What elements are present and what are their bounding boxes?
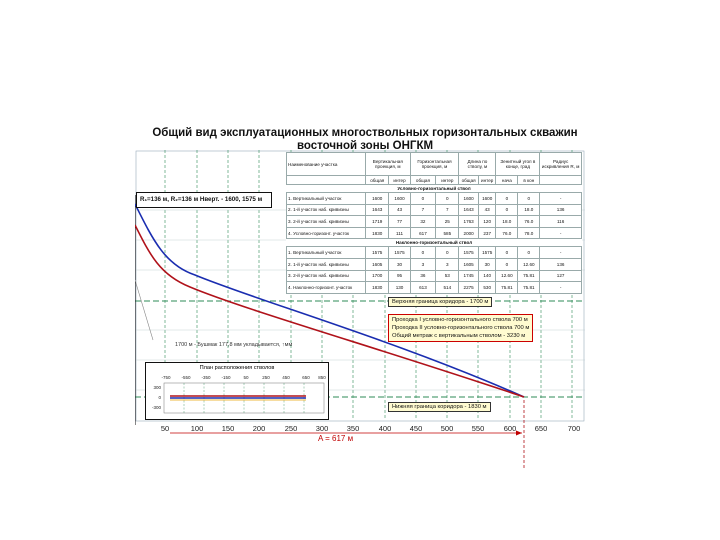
x-tick: 200 (252, 424, 266, 433)
inset-x-tick: 250 (262, 375, 270, 380)
title-line-2: восточной зоны ОНГКМ (296, 140, 434, 152)
inset-x-tick: -750 (161, 375, 171, 380)
table-row: 1. Вертикальный участок 1575 1575 0 0 1575 157… (286, 246, 582, 259)
x-tick: 150 (221, 424, 235, 433)
table-row: 3. 2-й участок наб. кривизны 1700 95 36 53 17… (286, 269, 582, 283)
header-angle: Зенитный угол в конце, град (495, 152, 541, 176)
header-length: Длина по стволу, м (458, 152, 497, 176)
inset-x-tick: -350 (201, 375, 211, 380)
x-tick: 650 (534, 424, 548, 433)
x-tick: 250 (284, 424, 298, 433)
plan-view-inset: План расположения стволов -750 -550 -350… (145, 362, 329, 420)
inset-x-tick: 50 (243, 375, 249, 380)
a-dimension-label: A = 617 м (318, 434, 354, 443)
table-row: 2. 1-й участок наб. кривизны 1605 30 3 3 1605… (286, 257, 582, 271)
inset-x-tick: 650 (302, 375, 310, 380)
table-row: 4. Условно-горизонт. участок 1830 111 617 58… (286, 226, 582, 240)
well-parameters-table: Наименование участка Вертикальная проекц… (286, 152, 582, 294)
x-tick: 700 (567, 424, 581, 433)
x-tick: 500 (440, 424, 454, 433)
x-tick: 350 (346, 424, 360, 433)
lower-boundary-note: Нижняя граница коридора - 1830 м (388, 402, 491, 412)
inset-y-tick: 300 (153, 385, 161, 390)
x-tick: 400 (378, 424, 392, 433)
header-name: Наименование участка (286, 152, 366, 176)
inset-x-tick: 450 (282, 375, 290, 380)
header-vertical: Вертикальная проекция, м (365, 152, 411, 176)
title-line-1: Общий вид эксплуатационных многоствольны… (152, 127, 578, 139)
blue-well-trajectory (135, 203, 525, 398)
table-row: 1. Вертикальный участок 1600 1600 0 0 1600 160… (286, 192, 582, 205)
x-tick: 300 (315, 424, 329, 433)
drilling-summary-note: Проходка I условно-горизонтального ствол… (388, 314, 534, 342)
casing-note: 1700 м - Бушмак 177,8 мм укладывается, ↑… (175, 342, 293, 348)
x-tick: 50 (160, 424, 170, 433)
inset-x-tick: 850 (318, 375, 326, 380)
inset-title: План расположения стволов (199, 365, 275, 371)
x-tick: 450 (409, 424, 423, 433)
inset-y-tick: -300 (152, 405, 162, 410)
section-title-1: Условно-горизонтальный ствол (286, 184, 582, 193)
header-horizontal: Горизонтальная проекция, м (409, 152, 460, 176)
x-tick: 100 (190, 424, 204, 433)
radius-info-box: R₁=136 м, R₂=136 м Нверт. - 1600, 1575 м (136, 192, 272, 208)
x-tick: 550 (471, 424, 485, 433)
inset-x-tick: -150 (221, 375, 231, 380)
table-row: 2. 1-й участок наб. кривизны 1643 43 7 7 1643… (286, 203, 582, 217)
inset-y-tick: 0 (158, 395, 161, 400)
red-well-trajectory (135, 224, 525, 398)
x-tick: 600 (503, 424, 517, 433)
header-radius: Радиус искривления R, м (539, 152, 582, 176)
inset-x-tick: -550 (181, 375, 191, 380)
table-row: 4. Наклонно-горизонт. участок 1830 130 613 5… (286, 281, 582, 294)
table-row: 3. 2-й участок наб. кривизны 1719 77 32 25 17… (286, 215, 582, 228)
section-title-2: Наклонно-горизонтальный ствол (286, 238, 582, 248)
upper-boundary-note: Верхняя граница коридора - 1700 м (388, 297, 493, 307)
